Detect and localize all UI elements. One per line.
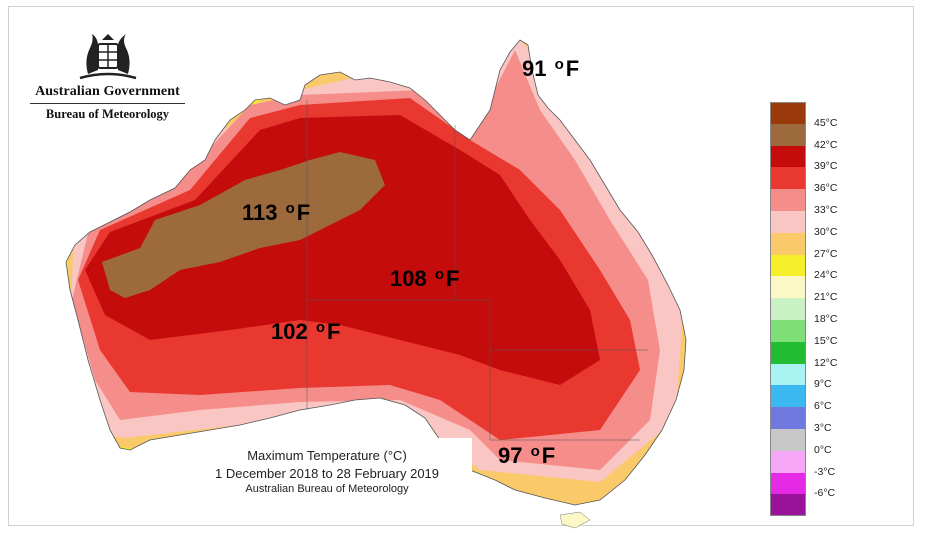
legend-swatch: [770, 342, 806, 364]
legend-tick-label: 24°C: [814, 269, 837, 281]
map-label-102f: 102 oF: [271, 319, 340, 345]
legend-swatch: [770, 124, 806, 146]
legend-tick-label: 33°C: [814, 204, 837, 216]
legend-tick-label: 21°C: [814, 291, 837, 303]
degree-symbol: o: [286, 200, 295, 217]
logo-line-government: Australian Government: [20, 84, 195, 100]
degree-symbol: o: [316, 319, 325, 336]
legend-tick-label: 42°C: [814, 139, 837, 151]
legend-swatch: [770, 167, 806, 189]
legend-swatch: [770, 429, 806, 451]
map-label-unit: F: [566, 56, 579, 81]
legend-tick-label: 39°C: [814, 160, 837, 172]
map-label-97f: 97 oF: [498, 443, 555, 469]
legend-tick-label: 0°C: [814, 444, 832, 456]
legend-tick-label: 30°C: [814, 226, 837, 238]
map-label-113f: 113 oF: [242, 200, 310, 226]
map-label-value: 97: [498, 443, 522, 468]
legend-swatch: [770, 494, 806, 516]
caption-title: Maximum Temperature (°C): [182, 447, 472, 465]
map-label-value: 108: [390, 266, 427, 291]
legend-swatch: [770, 255, 806, 277]
legend-tick-label: 3°C: [814, 422, 832, 434]
legend-tick-label: 12°C: [814, 357, 837, 369]
legend-tick-label: 45°C: [814, 117, 837, 129]
legend-tick-label: -3°C: [814, 466, 835, 478]
bom-logo: Australian Government Bureau of Meteorol…: [20, 30, 195, 122]
legend-swatch: [770, 276, 806, 298]
degree-symbol: o: [531, 443, 540, 460]
legend-tick-label: 27°C: [814, 248, 837, 260]
legend-swatch: [770, 473, 806, 495]
logo-line-bureau: Bureau of Meteorology: [30, 103, 185, 122]
legend-tick-label: 18°C: [814, 313, 837, 325]
legend-swatch: [770, 298, 806, 320]
map-caption: Maximum Temperature (°C) 1 December 2018…: [182, 438, 472, 516]
map-label-108f: 108 oF: [390, 266, 459, 292]
map-label-value: 91: [522, 56, 546, 81]
legend-swatch: [770, 451, 806, 473]
degree-symbol: o: [435, 266, 444, 283]
legend-tick-label: 15°C: [814, 335, 837, 347]
caption-period: 1 December 2018 to 28 February 2019: [182, 465, 472, 483]
legend-swatch: [770, 407, 806, 429]
legend-swatch: [770, 211, 806, 233]
legend-swatch: [770, 233, 806, 255]
map-label-unit: F: [446, 266, 459, 291]
legend-swatch: [770, 364, 806, 386]
coat-of-arms-icon: [68, 30, 148, 82]
degree-symbol: o: [555, 56, 564, 73]
map-label-unit: F: [327, 319, 340, 344]
legend-swatch: [770, 189, 806, 211]
caption-source: Australian Bureau of Meteorology: [182, 482, 472, 497]
map-label-unit: F: [297, 200, 310, 225]
legend-swatch: [770, 146, 806, 168]
map-label-91f: 91 oF: [522, 56, 579, 82]
legend-tick-label: 6°C: [814, 400, 832, 412]
legend-swatch: [770, 320, 806, 342]
legend-tick-label: 36°C: [814, 182, 837, 194]
legend-swatch: [770, 385, 806, 407]
map-label-unit: F: [542, 443, 555, 468]
legend-tick-label: -6°C: [814, 487, 835, 499]
tasmania: [560, 512, 590, 528]
legend-swatch: [770, 102, 806, 124]
map-label-value: 113: [242, 200, 278, 225]
legend-tick-label: 9°C: [814, 378, 832, 390]
map-label-value: 102: [271, 319, 308, 344]
